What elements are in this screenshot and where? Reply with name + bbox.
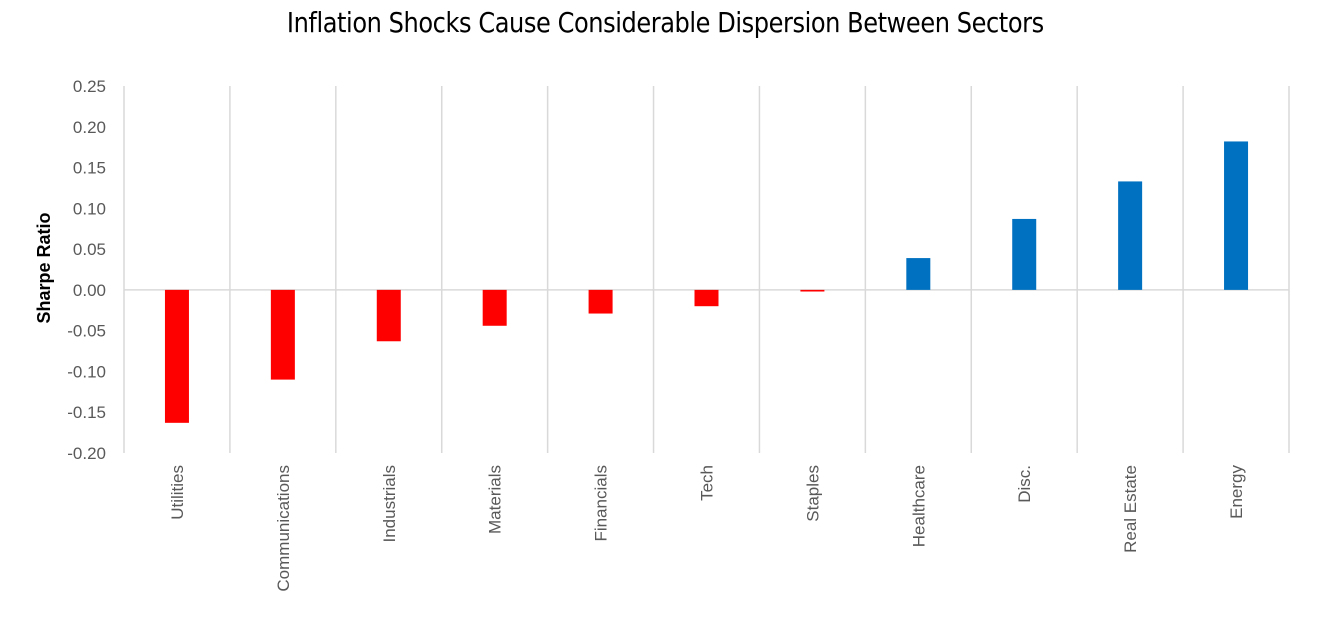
x-tick-label: Real Estate	[1121, 465, 1140, 553]
y-tick-label: 0.05	[73, 240, 106, 259]
x-tick-label: Communications	[274, 465, 293, 592]
x-tick-label: Disc.	[1015, 465, 1034, 503]
y-axis-ticks: 0.25 0.20 0.15 0.10 0.05 0.00 -0.05 -0.1…	[67, 77, 106, 463]
y-tick-label: 0.15	[73, 159, 106, 178]
bar-industrials	[376, 289, 401, 342]
y-tick-label: 0.00	[73, 281, 106, 300]
x-tick-label: Industrials	[380, 465, 399, 542]
bar-healthcare	[906, 258, 931, 290]
y-tick-label: 0.25	[73, 77, 106, 96]
y-tick-label: -0.05	[67, 322, 106, 341]
bar-real-estate	[1118, 181, 1143, 290]
x-tick-label: Utilities	[168, 465, 187, 520]
bar-staples	[800, 289, 825, 292]
bar-tech	[694, 289, 719, 307]
x-tick-label: Tech	[698, 465, 717, 501]
bar-financials	[588, 289, 613, 314]
y-tick-label: -0.10	[67, 362, 106, 381]
y-tick-label: -0.20	[67, 444, 106, 463]
y-tick-label: -0.15	[67, 403, 106, 422]
bars	[164, 141, 1249, 423]
bar-utilities	[164, 289, 189, 423]
grid-lines	[123, 86, 1290, 453]
x-tick-label: Healthcare	[909, 465, 928, 547]
x-axis-ticks: Utilities Communications Industrials Mat…	[168, 465, 1246, 592]
x-tick-label: Materials	[486, 465, 505, 534]
chart-title: Inflation Shocks Cause Considerable Disp…	[286, 6, 1044, 39]
y-tick-label: 0.20	[73, 118, 106, 137]
y-axis-label: Sharpe Ratio	[34, 212, 54, 323]
bar-communications	[270, 289, 295, 380]
y-tick-label: 0.10	[73, 199, 106, 218]
bar-disc	[1012, 218, 1037, 290]
bar-materials	[482, 289, 507, 326]
bar-energy	[1224, 141, 1249, 290]
x-tick-label: Staples	[803, 465, 822, 522]
x-tick-label: Energy	[1227, 465, 1246, 519]
x-tick-label: Financials	[592, 465, 611, 542]
